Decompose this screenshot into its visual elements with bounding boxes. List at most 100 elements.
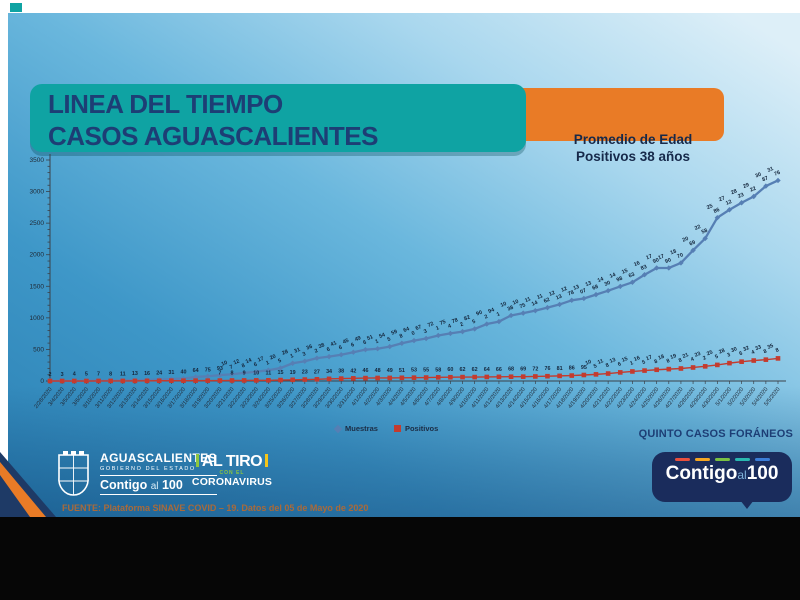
svg-text:2000: 2000 [30,252,45,259]
svg-text:31: 31 [168,370,174,376]
svg-text:23: 23 [302,370,308,376]
page-title-line1: LINEA DEL TIEMPO [48,89,283,119]
svg-text:62: 62 [472,367,478,373]
slide-body: LINEA DEL TIEMPO CASOS AGUASCALIENTES Pr… [8,13,800,517]
svg-text:640: 640 [403,325,416,340]
svg-text:1278: 1278 [560,284,575,299]
timeline-chart: 05001000150020002500300035002/28/20203/4… [30,154,786,410]
svg-text:68: 68 [508,367,514,373]
svg-text:2922: 2922 [742,180,757,195]
svg-text:673: 673 [415,323,428,338]
title-banner: LINEA DEL TIEMPO CASOS AGUASCALIENTES [30,84,526,152]
svg-text:338: 338 [754,343,767,358]
svg-text:10: 10 [253,370,259,376]
svg-text:5: 5 [85,372,88,378]
svg-text:386: 386 [318,341,331,356]
svg-text:7: 7 [97,372,100,378]
svg-text:754: 754 [439,318,452,333]
badge-text: Contigoal100 [652,464,792,485]
average-age-note: Promedio de Edad Positivos 38 años [508,131,758,165]
svg-text:188: 188 [657,352,670,367]
legend-muestras-label: Muestras [345,424,378,433]
svg-text:1500: 1500 [30,283,45,290]
gov-slogan-al: al [150,481,159,492]
svg-text:55: 55 [423,368,429,374]
color-dash [754,458,770,461]
svg-text:72: 72 [532,366,538,372]
svg-text:151: 151 [621,355,634,370]
average-age-line2: Positivos 38 años [575,149,691,164]
svg-text:1790: 1790 [645,252,660,267]
svg-text:62: 62 [460,367,466,373]
svg-text:49: 49 [387,368,393,374]
svg-text:1038: 1038 [500,299,515,314]
svg-text:107: 107 [221,359,234,374]
svg-text:86: 86 [569,366,575,372]
source-caption: FUENTE: Plataforma SINAVE COVID – 19. Da… [62,503,369,513]
svg-text:1430: 1430 [597,274,612,289]
svg-text:118: 118 [597,357,610,372]
svg-text:1368: 1368 [585,278,600,293]
color-dash [734,458,750,461]
svg-text:1498: 1498 [609,270,624,285]
svg-text:1162: 1162 [536,291,551,306]
svg-text:1870: 1870 [670,247,685,262]
gov-slogan-100: 100 [161,478,183,492]
svg-text:362: 362 [306,342,319,357]
svg-text:13: 13 [132,371,138,377]
altiro-coronavirus: CORONAVIRUS [191,476,273,488]
svg-text:2823: 2823 [730,187,745,202]
svg-text:255: 255 [706,348,719,363]
svg-text:598: 598 [390,328,403,343]
average-age-line1: Promedio de Edad [573,132,693,147]
orange-banner [500,88,724,141]
svg-text:9: 9 [243,370,246,376]
svg-text:3: 3 [61,372,64,378]
top-margin-strip [0,0,800,13]
svg-text:8: 8 [109,371,112,377]
gov-subtitle: GOBIERNO DEL ESTADO [100,466,196,472]
svg-text:66: 66 [496,367,502,373]
diamond-marker-icon [333,424,343,433]
svg-text:60: 60 [447,367,453,373]
altiro-conel: CON EL [219,470,245,476]
color-dashes [652,458,792,461]
svg-text:2: 2 [49,372,52,378]
svg-text:456: 456 [342,337,355,352]
svg-text:40: 40 [180,369,186,375]
gov-name: AGUASCALIENTES [100,451,217,465]
svg-text:75: 75 [205,367,211,373]
color-dash [674,458,690,461]
svg-text:0: 0 [40,378,44,385]
legend-positivos-label: Positivos [404,424,439,433]
svg-text:76: 76 [544,366,550,372]
svg-text:4: 4 [73,372,76,378]
government-wordmark: AGUASCALIENTES GOBIERNO DEL ESTADO Conti… [100,451,217,495]
government-logo-block: AGUASCALIENTES GOBIERNO DEL ESTADO Conti… [55,451,217,501]
svg-text:95: 95 [581,365,587,371]
svg-text:1114: 1114 [524,294,539,309]
svg-text:324: 324 [742,344,755,359]
svg-text:2258: 2258 [694,222,709,237]
svg-text:11: 11 [266,370,272,376]
svg-text:2500: 2500 [30,220,45,227]
svg-text:3000: 3000 [30,189,45,196]
letterbox-bar [0,517,800,600]
svg-text:1683: 1683 [633,258,648,273]
svg-text:232: 232 [694,350,707,365]
svg-text:1000: 1000 [30,315,45,322]
svg-text:171: 171 [257,355,270,370]
svg-text:19: 19 [290,370,296,376]
corner-stripes-decoration [0,452,56,517]
svg-text:511: 511 [366,333,379,348]
svg-text:281: 281 [281,348,294,363]
page-title-line2: CASOS AGUASCALIENTES [48,121,378,151]
svg-text:1307: 1307 [572,282,587,297]
svg-text:51: 51 [399,368,405,374]
svg-text:34: 34 [326,369,332,375]
svg-text:53: 53 [411,368,417,374]
svg-text:81: 81 [557,366,563,372]
svg-text:24: 24 [156,370,162,376]
svg-text:64: 64 [193,368,199,374]
svg-text:7: 7 [218,371,221,377]
